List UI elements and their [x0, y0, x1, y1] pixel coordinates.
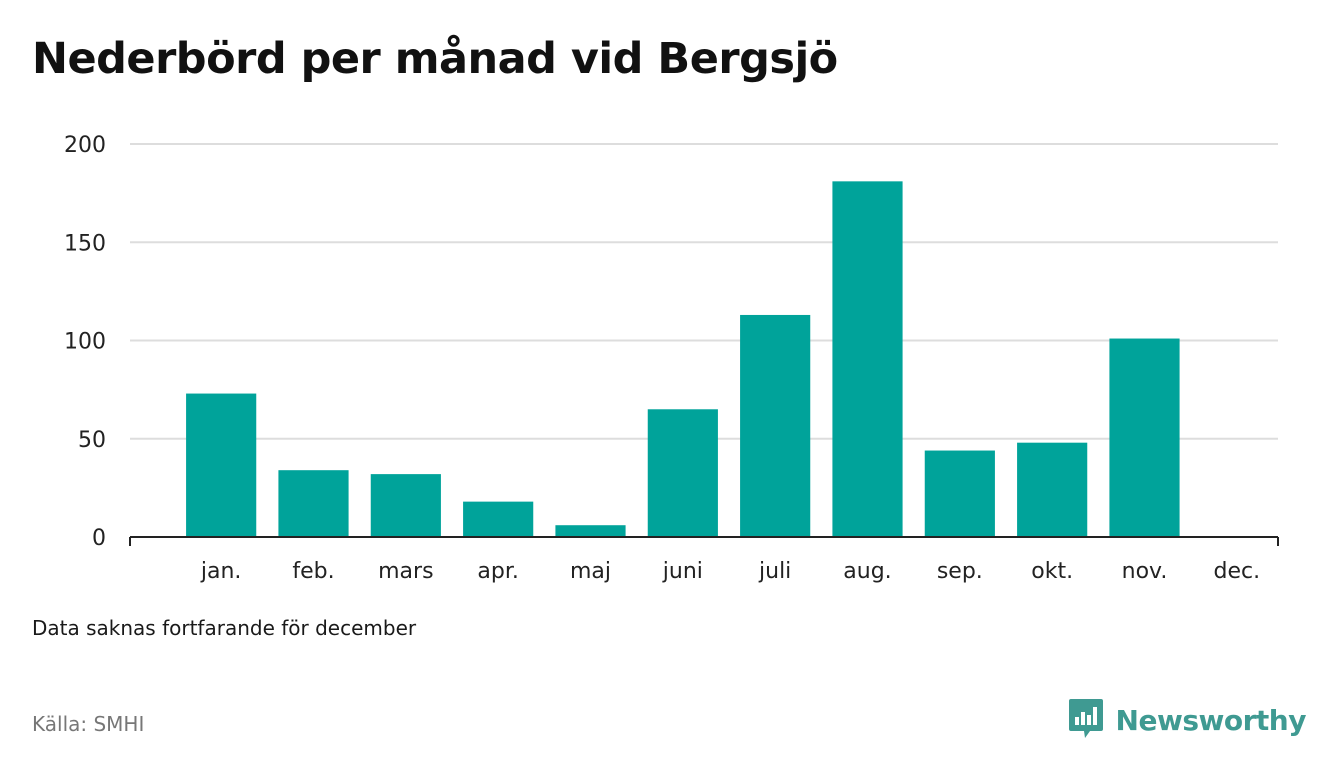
x-tick-label: mars — [378, 559, 433, 584]
y-tick-label: 50 — [78, 428, 106, 453]
x-tick-label: sep. — [937, 559, 983, 584]
x-tick-label: maj — [570, 559, 611, 584]
bar — [370, 474, 441, 537]
newsworthy-brand[interactable]: Newsworthy — [1068, 697, 1307, 743]
missing-data-note: Data saknas fortfarande för december — [32, 616, 417, 640]
bar — [463, 501, 534, 537]
y-tick-label: 100 — [64, 330, 106, 355]
source-label: Källa: SMHI — [32, 712, 145, 736]
bar — [740, 314, 811, 537]
brand-name: Newsworthy — [1115, 703, 1307, 737]
x-tick-label: feb. — [292, 559, 334, 584]
x-tick-label: dec. — [1214, 559, 1261, 584]
chart-title: Nederbörd per månad vid Bergsjö — [32, 34, 838, 84]
y-tick-label: 150 — [64, 231, 106, 256]
x-tick-label: jan. — [200, 559, 242, 584]
bar — [1109, 338, 1180, 537]
x-axis — [129, 536, 1279, 546]
newsworthy-logo-icon — [1068, 697, 1104, 743]
y-tick-label: 200 — [64, 133, 106, 158]
x-tick-label: apr. — [477, 559, 518, 584]
x-tick-label: juni — [662, 559, 703, 584]
y-tick-label: 0 — [92, 526, 106, 551]
x-tick-label: nov. — [1122, 559, 1168, 584]
y-axis-ticks: 0 50 100 150 200 — [64, 133, 106, 551]
x-tick-label: okt. — [1031, 559, 1073, 584]
bar — [924, 450, 995, 537]
bar — [1017, 442, 1088, 537]
bar — [278, 470, 349, 537]
bars — [186, 181, 1180, 537]
bar — [186, 393, 257, 537]
bar — [555, 525, 626, 537]
x-tick-label: aug. — [843, 559, 891, 584]
bar — [647, 409, 718, 537]
x-axis-ticks: jan. feb. mars apr. maj juni juli aug. sep. okt. n… — [200, 559, 1260, 584]
bar — [832, 181, 903, 537]
grid-lines — [130, 143, 1278, 440]
x-tick-label: juli — [758, 559, 791, 584]
